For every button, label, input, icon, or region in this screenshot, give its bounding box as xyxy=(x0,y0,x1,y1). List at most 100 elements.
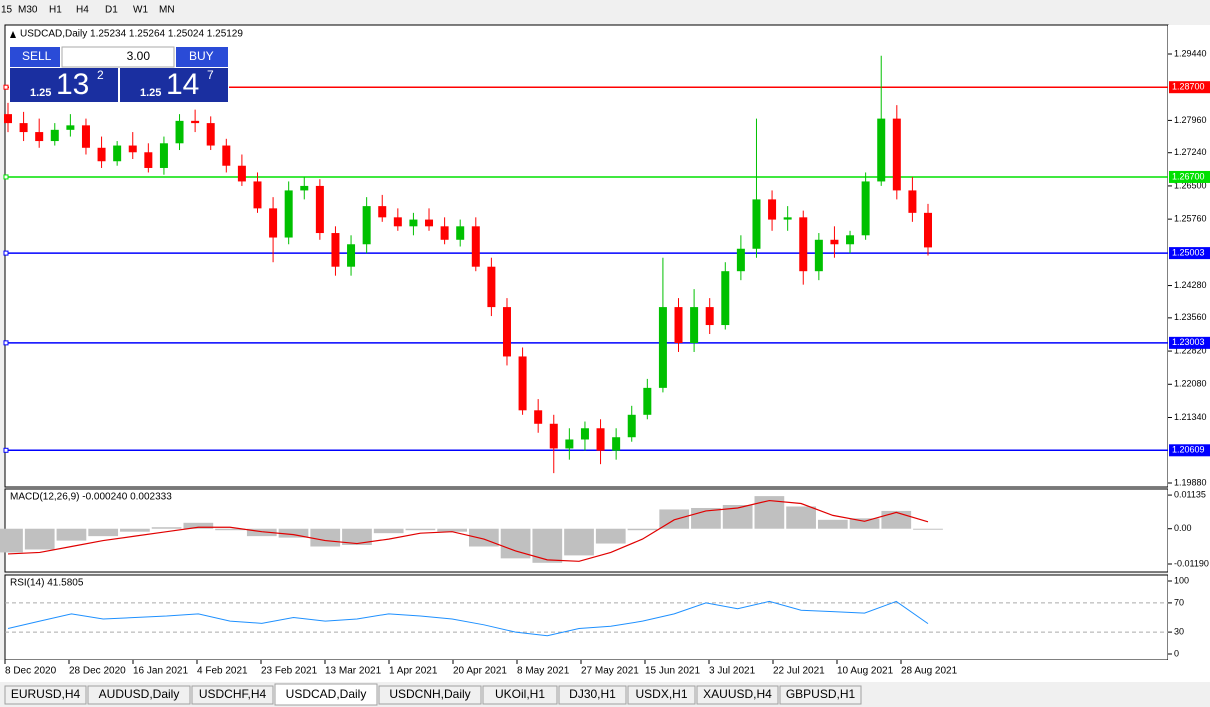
timeframe-button[interactable]: MN xyxy=(159,5,175,16)
macd-bar xyxy=(405,528,436,531)
candle-body xyxy=(674,307,683,343)
bid-prefix: 1.25 xyxy=(30,87,51,99)
y-tick-label: -0.01190 xyxy=(1174,558,1209,568)
level-label: 1.26700 xyxy=(1172,171,1205,181)
x-tick-label: 28 Dec 2020 xyxy=(69,666,126,677)
candle-body xyxy=(175,120,184,144)
timeframe-button[interactable]: H4 xyxy=(76,5,89,16)
candle-body xyxy=(284,190,293,238)
macd-bar xyxy=(881,510,912,529)
candle-body xyxy=(830,239,839,245)
macd-bar xyxy=(215,528,245,531)
symbol-tab[interactable] xyxy=(191,685,274,705)
symbol-tab-label: USDCAD,Daily xyxy=(286,687,367,701)
symbol-tab[interactable] xyxy=(87,685,191,705)
candle-body xyxy=(643,387,652,415)
candle-body xyxy=(331,233,340,267)
lot-input[interactable] xyxy=(61,46,175,68)
timeframe-button[interactable]: M30 xyxy=(18,5,38,16)
candle-body xyxy=(690,307,699,343)
candle-body xyxy=(705,307,714,326)
x-tick-label: 28 Aug 2021 xyxy=(901,666,958,677)
candle-body xyxy=(362,206,371,245)
y-tick-label: 1.29440 xyxy=(1174,48,1207,58)
macd-bar xyxy=(913,528,943,530)
x-tick-label: 8 Dec 2020 xyxy=(5,666,57,677)
candle-body xyxy=(799,217,808,272)
candle-body xyxy=(892,118,901,191)
candle-body xyxy=(565,439,574,449)
symbol-tab[interactable] xyxy=(4,685,87,705)
level-label-box xyxy=(1169,170,1210,183)
macd-bar xyxy=(627,528,658,531)
timeframe-button[interactable]: 15 xyxy=(1,5,13,16)
buy-button[interactable] xyxy=(176,47,228,67)
candle-body xyxy=(206,123,215,146)
time-axis xyxy=(0,660,1210,682)
candle-body xyxy=(752,199,761,249)
symbol-tab[interactable] xyxy=(378,685,482,705)
symbol-tab-label: USDX,H1 xyxy=(635,687,687,701)
y-tick-label: 1.27240 xyxy=(1174,147,1207,157)
level-label: 1.23003 xyxy=(1172,337,1205,347)
candle-body xyxy=(19,123,28,133)
symbol-tab-label: DJ30,H1 xyxy=(569,687,616,701)
candle-body xyxy=(658,307,667,388)
lot-value: 3.00 xyxy=(127,49,151,63)
y-tick-label: 1.22820 xyxy=(1174,345,1207,355)
y-tick-label: 1.22080 xyxy=(1174,379,1207,389)
y-tick-label: 0.01135 xyxy=(1174,489,1206,499)
y-tick-label: 0 xyxy=(1174,648,1179,658)
timeframe-button[interactable]: H1 xyxy=(49,5,62,16)
symbol-tab[interactable] xyxy=(696,685,779,705)
macd-bar xyxy=(564,528,594,556)
symbol-tab-label: USDCNH,Daily xyxy=(389,687,470,701)
macd-bar xyxy=(278,528,309,538)
symbol-tab[interactable] xyxy=(274,683,378,706)
symbol-tab[interactable] xyxy=(558,685,627,705)
timeframe-button[interactable]: D1 xyxy=(105,5,118,16)
y-tick-label: 100 xyxy=(1174,575,1189,585)
x-tick-label: 23 Feb 2021 xyxy=(261,666,318,677)
macd-bar xyxy=(246,528,277,537)
candle-body xyxy=(222,145,231,166)
symbol-tab[interactable] xyxy=(779,685,862,705)
level-handle xyxy=(3,84,9,90)
macd-bar xyxy=(817,519,848,529)
candle-body xyxy=(768,199,777,220)
bid-box[interactable] xyxy=(10,68,118,102)
level-label-box xyxy=(1169,336,1210,349)
candle-body xyxy=(549,423,558,449)
macd-bar xyxy=(786,506,816,529)
candle-body xyxy=(518,356,527,411)
ask-box[interactable] xyxy=(120,68,228,102)
level-label: 1.25003 xyxy=(1172,247,1205,257)
candle-body xyxy=(81,125,90,148)
macd-bar xyxy=(120,528,150,532)
symbol-tab[interactable] xyxy=(482,685,558,705)
level-label-box xyxy=(1169,81,1210,94)
macd-bar xyxy=(437,528,467,532)
candle-body xyxy=(97,147,106,162)
buy-label: BUY xyxy=(189,49,214,63)
x-tick-label: 13 Mar 2021 xyxy=(325,666,382,677)
candle-body xyxy=(425,219,434,227)
timeframe-button[interactable]: W1 xyxy=(133,5,148,16)
macd-bar xyxy=(469,528,499,547)
ask-small: 7 xyxy=(207,68,214,82)
symbol-tab[interactable] xyxy=(627,685,696,705)
level-label: 1.20609 xyxy=(1172,445,1205,455)
candle-body xyxy=(471,226,480,267)
candle-body xyxy=(721,271,730,326)
candle-body xyxy=(393,217,402,227)
level-handle xyxy=(3,447,9,453)
candle-body xyxy=(300,185,309,191)
y-tick-label: 1.26500 xyxy=(1174,180,1207,190)
y-tick-label: 1.21340 xyxy=(1174,412,1207,422)
sell-button[interactable] xyxy=(10,47,60,67)
rsi-line xyxy=(7,600,929,637)
x-tick-label: 4 Feb 2021 xyxy=(197,666,248,677)
candle-body xyxy=(612,437,621,451)
ask-prefix: 1.25 xyxy=(140,87,161,99)
x-tick-label: 10 Aug 2021 xyxy=(837,666,894,677)
